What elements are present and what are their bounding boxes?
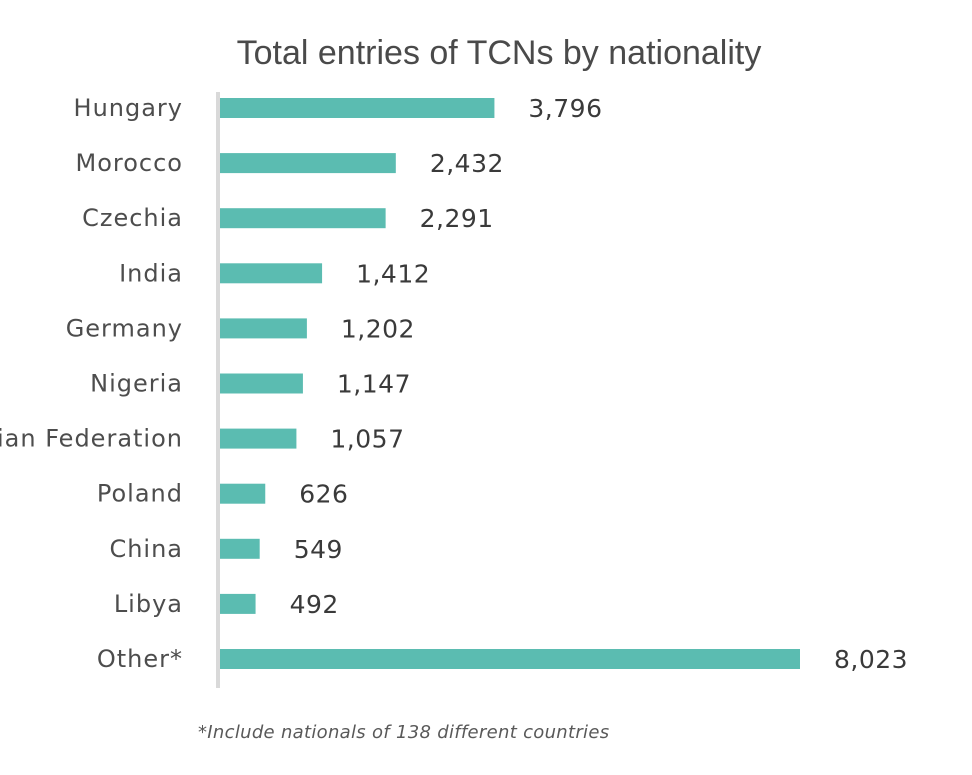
footnote: *Include nationals of 138 different coun… bbox=[198, 722, 609, 743]
bar-nigeria bbox=[220, 373, 303, 394]
category-label-hungary: Hungary bbox=[74, 94, 183, 122]
value-label-nigeria: 1,147 bbox=[337, 370, 411, 399]
category-label-morocco: Morocco bbox=[76, 149, 184, 177]
value-label-poland: 626 bbox=[299, 480, 348, 509]
value-label-czechia: 2,291 bbox=[420, 204, 494, 233]
bar-hungary bbox=[220, 98, 495, 118]
value-label-other: 8,023 bbox=[834, 645, 908, 674]
value-label-libya: 492 bbox=[290, 590, 339, 619]
value-label-china: 549 bbox=[294, 535, 343, 564]
bar-russian-federation bbox=[220, 428, 297, 449]
value-label-russian-federation: 1,057 bbox=[330, 425, 404, 454]
category-label-china: China bbox=[109, 535, 183, 563]
category-label-russian-federation: Russian Federation bbox=[0, 425, 183, 453]
bar-libya bbox=[220, 593, 256, 614]
category-label-czechia: Czechia bbox=[82, 204, 183, 232]
category-label-india: India bbox=[119, 259, 183, 287]
bar-poland bbox=[220, 483, 266, 504]
value-label-morocco: 2,432 bbox=[430, 149, 504, 178]
category-label-nigeria: Nigeria bbox=[90, 370, 183, 398]
category-label-poland: Poland bbox=[97, 480, 183, 508]
bar-morocco bbox=[220, 153, 396, 174]
category-label-libya: Libya bbox=[114, 590, 183, 618]
value-label-india: 1,412 bbox=[356, 259, 430, 288]
value-label-hungary: 3,796 bbox=[528, 94, 602, 123]
bar-germany bbox=[220, 318, 307, 339]
bar-india bbox=[220, 263, 323, 284]
bar-czechia bbox=[220, 208, 386, 229]
category-label-germany: Germany bbox=[66, 314, 183, 342]
chart-title: Total entries of TCNs by nationality bbox=[237, 34, 762, 72]
bars-group: Hungary 3,796 Morocco 2,432 Czechia 2,291 Indi… bbox=[0, 94, 908, 674]
value-label-germany: 1,202 bbox=[341, 314, 415, 343]
bar-other bbox=[220, 649, 800, 669]
bar-china bbox=[220, 538, 260, 559]
category-label-other: Other* bbox=[97, 645, 183, 673]
